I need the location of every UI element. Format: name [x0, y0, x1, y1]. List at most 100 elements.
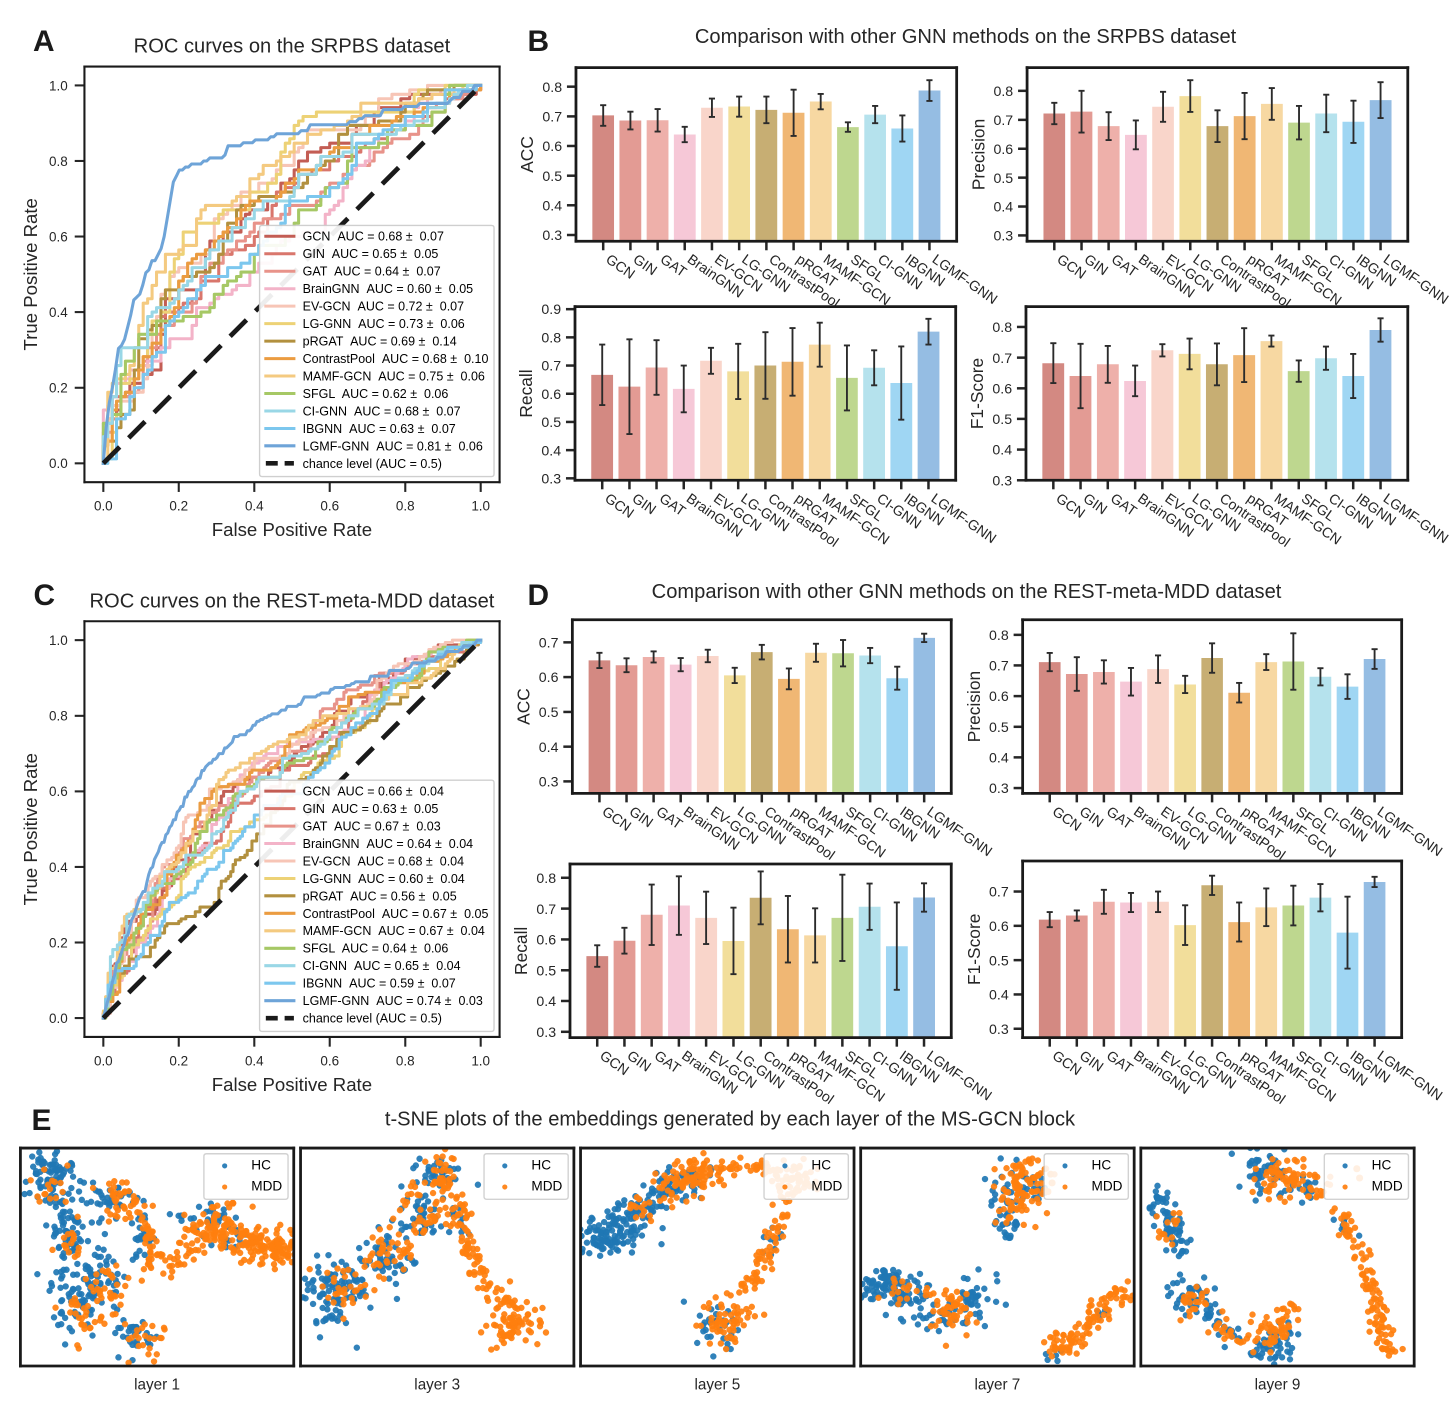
svg-text:D: D — [527, 579, 549, 612]
svg-text:GIN AUC = 0.63 ± 0.05: GIN AUC = 0.63 ± 0.05 — [303, 802, 439, 816]
svg-text:ACC: ACC — [517, 136, 537, 173]
svg-text:ACC: ACC — [514, 688, 534, 725]
svg-text:0.8: 0.8 — [536, 871, 556, 887]
svg-text:F1-Score: F1-Score — [964, 914, 984, 985]
svg-text:0.7: 0.7 — [539, 636, 559, 652]
svg-text:0.2: 0.2 — [49, 381, 68, 396]
svg-text:0.0: 0.0 — [94, 1054, 113, 1069]
svg-text:0.5: 0.5 — [542, 169, 562, 185]
svg-text:0.3: 0.3 — [539, 775, 559, 791]
svg-text:layer 3: layer 3 — [414, 1377, 460, 1394]
svg-text:0.4: 0.4 — [542, 198, 562, 214]
svg-text:0.7: 0.7 — [992, 351, 1012, 367]
svg-text:EV-GCN AUC = 0.72 ± 0.07: EV-GCN AUC = 0.72 ± 0.07 — [303, 300, 464, 314]
svg-text:MDD: MDD — [251, 1179, 282, 1194]
svg-text:True Positive Rate: True Positive Rate — [20, 753, 41, 905]
svg-text:GCN AUC = 0.68 ± 0.07: GCN AUC = 0.68 ± 0.07 — [303, 230, 444, 244]
svg-text:ContrastPool AUC = 0.68 ± 0.: ContrastPool AUC = 0.68 ± 0.10 — [303, 352, 489, 366]
svg-text:0.0: 0.0 — [94, 499, 113, 514]
svg-text:HC: HC — [531, 1157, 551, 1172]
svg-text:1.0: 1.0 — [471, 1054, 490, 1069]
svg-text:0.2: 0.2 — [169, 1054, 188, 1069]
svg-text:MDD: MDD — [531, 1179, 562, 1194]
svg-text:GCN AUC = 0.66 ± 0.04: GCN AUC = 0.66 ± 0.04 — [303, 785, 444, 799]
svg-text:0.4: 0.4 — [539, 740, 559, 756]
svg-text:0.8: 0.8 — [994, 84, 1014, 100]
svg-text:0.8: 0.8 — [989, 628, 1009, 644]
svg-text:ROC curves on the SRPBS datase: ROC curves on the SRPBS dataset — [134, 36, 451, 58]
svg-text:pRGAT AUC = 0.56 ± 0.05: pRGAT AUC = 0.56 ± 0.05 — [303, 889, 457, 903]
svg-text:0.2: 0.2 — [49, 935, 68, 950]
svg-text:HC: HC — [1092, 1157, 1112, 1172]
svg-text:True Positive Rate: True Positive Rate — [20, 198, 41, 350]
svg-text:0.5: 0.5 — [989, 953, 1009, 969]
svg-text:Precision: Precision — [968, 119, 988, 190]
svg-text:0.3: 0.3 — [541, 471, 561, 487]
svg-text:GAT AUC = 0.67 ± 0.03: GAT AUC = 0.67 ± 0.03 — [303, 819, 441, 833]
svg-text:CI-GNN AUC = 0.65 ± 0.04: CI-GNN AUC = 0.65 ± 0.04 — [303, 959, 461, 973]
svg-text:0.6: 0.6 — [989, 689, 1009, 705]
svg-text:1.0: 1.0 — [49, 78, 68, 93]
svg-text:C: C — [33, 579, 55, 612]
svg-text:0.6: 0.6 — [992, 381, 1012, 397]
svg-text:0.8: 0.8 — [541, 331, 561, 347]
svg-text:GAT AUC = 0.64 ± 0.07: GAT AUC = 0.64 ± 0.07 — [303, 265, 441, 279]
svg-text:BrainGNN AUC = 0.60 ± 0.05: BrainGNN AUC = 0.60 ± 0.05 — [303, 282, 474, 296]
svg-text:0.7: 0.7 — [989, 659, 1009, 675]
svg-text:0.6: 0.6 — [542, 139, 562, 155]
svg-text:0.6: 0.6 — [49, 229, 68, 244]
svg-text:0.7: 0.7 — [541, 359, 561, 375]
svg-text:Precision: Precision — [964, 671, 984, 742]
svg-text:0.5: 0.5 — [994, 171, 1014, 187]
svg-text:IBGNN AUC = 0.59 ± 0.07: IBGNN AUC = 0.59 ± 0.07 — [303, 977, 456, 991]
svg-text:F1-Score: F1-Score — [967, 358, 987, 429]
svg-text:0.6: 0.6 — [536, 933, 556, 949]
svg-text:0.3: 0.3 — [989, 1022, 1009, 1038]
svg-text:0.3: 0.3 — [989, 781, 1009, 797]
svg-text:MAMF-GCN AUC = 0.75 ± 0.06: MAMF-GCN AUC = 0.75 ± 0.06 — [303, 369, 485, 383]
svg-text:0.4: 0.4 — [536, 994, 556, 1010]
svg-text:A: A — [33, 25, 55, 58]
svg-text:0.4: 0.4 — [49, 305, 68, 320]
svg-text:Comparison with other GNN meth: Comparison with other GNN methods on the… — [652, 581, 1282, 603]
svg-text:0.0: 0.0 — [49, 1011, 68, 1026]
svg-text:0.4: 0.4 — [541, 443, 561, 459]
svg-text:0.4: 0.4 — [992, 443, 1012, 459]
svg-text:0.8: 0.8 — [542, 80, 562, 96]
svg-text:0.3: 0.3 — [542, 228, 562, 244]
svg-text:LG-GNN AUC = 0.73 ± 0.06: LG-GNN AUC = 0.73 ± 0.06 — [303, 317, 465, 331]
svg-text:0.8: 0.8 — [992, 320, 1012, 336]
svg-text:0.2: 0.2 — [169, 499, 188, 514]
svg-text:0.7: 0.7 — [989, 885, 1009, 901]
svg-text:ContrastPool AUC = 0.67 ± 0.: ContrastPool AUC = 0.67 ± 0.05 — [303, 907, 489, 921]
svg-text:0.6: 0.6 — [541, 387, 561, 403]
svg-text:LGMF-GNN AUC = 0.81 ± 0.06: LGMF-GNN AUC = 0.81 ± 0.06 — [303, 439, 483, 453]
svg-text:0.7: 0.7 — [542, 110, 562, 126]
svg-text:1.0: 1.0 — [471, 499, 490, 514]
svg-text:MAMF-GCN AUC = 0.67 ± 0.04: MAMF-GCN AUC = 0.67 ± 0.04 — [303, 924, 485, 938]
svg-text:0.4: 0.4 — [989, 988, 1009, 1004]
svg-text:False Positive Rate: False Positive Rate — [212, 519, 372, 540]
svg-text:HC: HC — [251, 1157, 271, 1172]
svg-text:BrainGNN AUC = 0.64 ± 0.04: BrainGNN AUC = 0.64 ± 0.04 — [303, 837, 474, 851]
svg-text:0.9: 0.9 — [541, 302, 561, 318]
svg-text:LGMF-GNN AUC = 0.74 ± 0.03: LGMF-GNN AUC = 0.74 ± 0.03 — [303, 994, 483, 1008]
svg-text:EV-GCN AUC = 0.68 ± 0.04: EV-GCN AUC = 0.68 ± 0.04 — [303, 854, 464, 868]
svg-text:0.6: 0.6 — [320, 499, 339, 514]
svg-text:0.8: 0.8 — [396, 1054, 415, 1069]
svg-text:MDD: MDD — [1372, 1179, 1403, 1194]
svg-text:0.0: 0.0 — [49, 456, 68, 471]
svg-text:0.5: 0.5 — [536, 963, 556, 979]
svg-text:t-SNE plots of the embeddings: t-SNE plots of the embeddings generated … — [385, 1109, 1076, 1131]
svg-text:Recall: Recall — [511, 927, 531, 975]
svg-text:HC: HC — [1372, 1157, 1392, 1172]
svg-text:0.4: 0.4 — [994, 200, 1014, 216]
svg-text:SFGL AUC = 0.62 ± 0.06: SFGL AUC = 0.62 ± 0.06 — [303, 387, 449, 401]
svg-text:0.8: 0.8 — [396, 499, 415, 514]
svg-text:layer 1: layer 1 — [134, 1377, 180, 1394]
svg-text:0.7: 0.7 — [536, 902, 556, 918]
svg-text:MDD: MDD — [811, 1179, 842, 1194]
svg-text:1.0: 1.0 — [49, 633, 68, 648]
svg-text:0.5: 0.5 — [989, 720, 1009, 736]
svg-text:0.5: 0.5 — [539, 705, 559, 721]
